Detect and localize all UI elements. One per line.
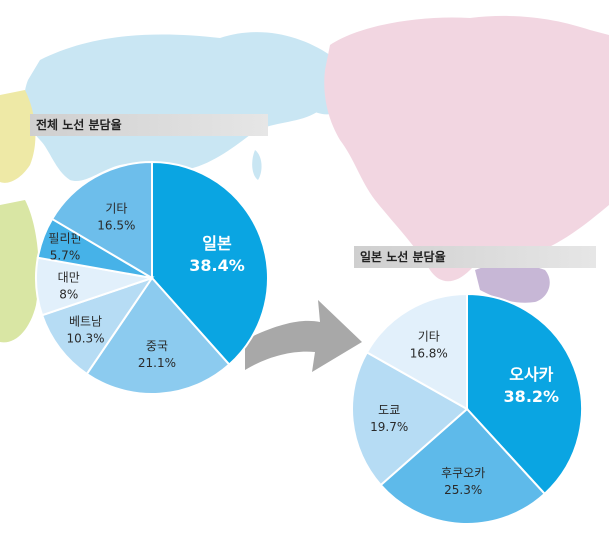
- slice-value-0-1: 21.1%: [138, 356, 176, 370]
- slice-value-1-3: 16.8%: [410, 346, 448, 360]
- pie-slice-1-2: [351, 350, 469, 487]
- slice-value-0-0: 38.4%: [189, 256, 245, 275]
- slice-label-0-0: 일본: [202, 234, 232, 253]
- slice-label-0-3: 대만: [58, 270, 80, 284]
- pie-slice-0-5: [50, 160, 153, 280]
- slice-value-0-4: 5.7%: [50, 249, 81, 263]
- pie-slice-1-0: [466, 292, 583, 496]
- slice-value-1-1: 25.3%: [444, 483, 482, 497]
- slice-label-1-0: 오사카: [509, 365, 553, 384]
- map-japan: [252, 150, 262, 180]
- world-map-background: [0, 15, 609, 343]
- slice-label-0-4: 필리핀: [48, 232, 81, 246]
- slice-label-0-1: 중국: [146, 339, 168, 353]
- pie-chart-total-routes: 일본 38.4% 중국 21.1% 베트남 10.3% 대만 8% 필리핀 5.7% 기타 16.5%: [35, 160, 269, 395]
- map-central-america: [475, 264, 550, 303]
- map-north-america: [324, 15, 609, 282]
- slice-value-1-2: 19.7%: [370, 420, 408, 434]
- pie-slice-0-2: [40, 276, 155, 376]
- map-china: [0, 90, 36, 183]
- map-russia: [24, 32, 349, 182]
- slice-value-0-5: 16.5%: [97, 219, 135, 233]
- slice-value-0-2: 10.3%: [66, 332, 104, 346]
- chart-title-total-routes: 전체 노선 분담율: [30, 114, 268, 136]
- chart-title-japan-routes: 일본 노선 분담율: [354, 246, 596, 268]
- slice-label-0-2: 베트남: [69, 315, 102, 329]
- pie-slice-1-1: [379, 407, 547, 525]
- slice-label-1-3: 기타: [418, 329, 440, 343]
- flow-arrow: [245, 300, 362, 372]
- slice-label-1-1: 후쿠오카: [441, 466, 485, 480]
- slice-value-0-3: 8%: [59, 287, 78, 301]
- pie-slice-1-3: [365, 292, 468, 411]
- pie-slice-0-0: [151, 160, 269, 366]
- pie-slice-0-1: [85, 276, 231, 395]
- pie-chart-japan-routes: 오사카 38.2% 후쿠오카 25.3% 도쿄 19.7% 기타 16.8%: [351, 292, 583, 525]
- slice-value-1-0: 38.2%: [504, 387, 560, 406]
- map-southeast-asia: [0, 200, 39, 343]
- slice-label-1-2: 도쿄: [378, 403, 400, 417]
- slice-label-0-5: 기타: [105, 202, 127, 216]
